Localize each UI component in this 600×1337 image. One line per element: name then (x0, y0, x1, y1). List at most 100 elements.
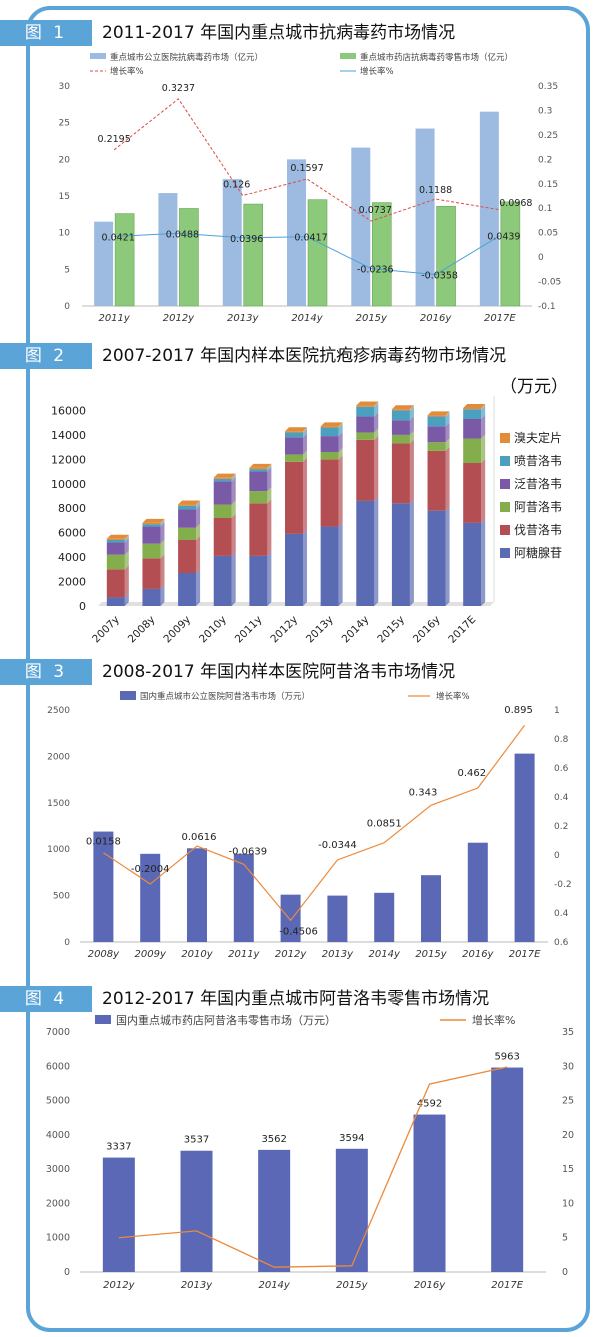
x-tick-label: 2014y (369, 949, 401, 960)
bar-segment (320, 459, 339, 527)
bar (187, 848, 207, 942)
y-tick-label: 2000 (58, 576, 86, 589)
data-label: 3337 (106, 1142, 131, 1153)
bar-segment (249, 555, 268, 606)
bar-segment (427, 510, 446, 606)
y-tick-label: 16000 (51, 404, 86, 417)
legend-label: 增长率% (472, 1013, 515, 1027)
bar-segment-side (409, 430, 414, 444)
legend-label: 增长率% (436, 691, 470, 702)
bar-segment-side (196, 505, 201, 528)
data-label: 0.3237 (162, 83, 195, 94)
bar-segment (391, 420, 410, 435)
bar-segment (178, 505, 197, 510)
x-tick-label: 2017E (484, 313, 516, 324)
bar-segment (106, 538, 125, 540)
bar-segment (463, 463, 482, 523)
bar-segment-side (409, 405, 414, 411)
bar (335, 1148, 368, 1272)
bar-segment (178, 540, 197, 573)
data-label: -0.4506 (279, 926, 318, 937)
bar-segment-side (160, 584, 165, 606)
y2-tick-label: -0.05 (538, 278, 561, 288)
bar-top (106, 534, 129, 539)
y2-tick-label: 0.25 (538, 131, 558, 141)
bar-segment-side (481, 405, 486, 419)
legend-swatch (95, 1015, 111, 1024)
bar-segment (249, 471, 268, 492)
bar-segment (285, 454, 303, 462)
x-tick-label: 2016y (414, 1280, 446, 1291)
bar-segment (463, 408, 482, 410)
legend-swatch (500, 433, 510, 443)
legend-label: 喷昔洛韦 (514, 453, 562, 468)
y2-tick-label: 0.1 (538, 204, 552, 214)
bar (280, 894, 301, 942)
bar-segment (320, 526, 339, 606)
x-tick-label: 2017E (446, 614, 478, 646)
bar-segment-side (160, 520, 165, 527)
y2-tick-label: 15 (562, 1164, 574, 1175)
legend-swatch (500, 548, 510, 558)
bar-segment (285, 461, 303, 534)
chart4-svg: 国内重点城市药店阿昔洛韦零售市场（万元） 增长率% 0 1000 2000 3000 400… (46, 1013, 574, 1291)
y2-tick-label: 0.4 (554, 909, 569, 919)
bar-segment (427, 450, 446, 511)
bar-segment-side (338, 423, 343, 437)
bar-segment (463, 438, 482, 463)
x-tick-label: 2014y (340, 614, 372, 646)
bar-segment-side (196, 536, 201, 573)
series-line (113, 98, 500, 222)
bar-segment (142, 522, 161, 525)
y-tick-label: 6000 (58, 527, 86, 540)
x-tick-label: 2014y (258, 1280, 290, 1291)
data-label: 0.895 (504, 705, 533, 716)
bar (514, 753, 535, 942)
x-tick-label: 2008y (126, 614, 158, 646)
y-tick-label: 7000 (46, 1027, 70, 1038)
bar (140, 853, 161, 942)
y2-tick-label: 0.35 (538, 82, 558, 92)
bar-segment-side (481, 459, 486, 523)
y2-tick-label: 0.6 (554, 938, 569, 948)
bar-segment-side (445, 411, 450, 417)
data-label: 3562 (261, 1134, 286, 1145)
bar-top (285, 427, 307, 432)
y-tick-label: 500 (53, 892, 70, 902)
bar (114, 213, 135, 307)
bar (222, 179, 242, 306)
x-tick-label: 2013y (181, 1280, 213, 1291)
bar-segment-side (267, 487, 272, 504)
bar-top (213, 473, 236, 478)
bar-segment-side (338, 448, 343, 460)
chart2-header: 图 2 2007-2017 年国内样本医院抗疱疹病毒药物市场情况 (0, 343, 600, 371)
bar-segment-side (338, 455, 343, 527)
bar (243, 203, 264, 307)
bar-segment (178, 504, 197, 506)
bar-segment (213, 518, 232, 556)
bar (287, 159, 306, 306)
chart4-header: 图 4 2012-2017 年国内重点城市阿昔洛韦零售市场情况 (0, 986, 600, 1014)
legend-label: 重点城市公立医院抗病毒药市场（亿元） (110, 52, 263, 63)
bar-segment (391, 409, 410, 411)
data-label: 0.0488 (166, 229, 199, 240)
bar-segment-side (231, 473, 236, 479)
bar (327, 895, 348, 942)
data-label: 0.0968 (499, 198, 532, 209)
bar-segment-side (303, 433, 307, 455)
series-line (118, 1066, 508, 1268)
bar-segment-side (338, 432, 343, 452)
legend-swatch (120, 691, 136, 700)
x-tick-label: 2016y (411, 614, 443, 646)
bar-segment-side (481, 415, 486, 439)
bar-segment-side (445, 446, 450, 511)
x-tick-label: 2007y (90, 614, 122, 646)
bar-top (356, 401, 379, 406)
bar-segment-side (160, 518, 165, 525)
chart2-svg: 0200040006000800010000120001400016000180… (51, 396, 562, 646)
chart3-badge: 图 3 (0, 659, 92, 685)
legend-swatch (500, 502, 510, 512)
data-label: 0.0439 (487, 232, 520, 243)
legend-label: 重点城市药店抗病毒药零售市场（亿元） (360, 52, 513, 63)
bar-segment (106, 542, 125, 555)
